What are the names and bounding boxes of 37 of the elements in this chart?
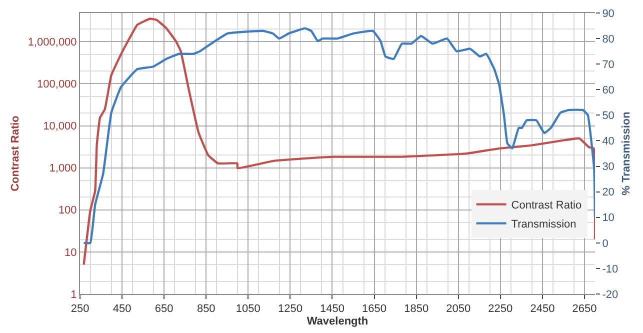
y-tick-label: 10,000 [43,120,77,133]
y2-tick-label: 20 [602,186,614,199]
x-tick-label: 2050 [446,303,471,316]
x-tick-label: 650 [154,303,174,316]
y-tick-label: 100,000 [37,78,77,91]
y2-tick-label: -10 [602,263,618,276]
y-tick-label: 1,000,000 [28,36,77,48]
y-tick-label: 10 [64,246,77,259]
x-tick-label: 1850 [404,303,429,316]
y2-tick-label: 30 [602,161,614,174]
x-tick-label: 850 [196,303,216,316]
x-axis-title: Wavelength [306,315,368,328]
y2-tick-label: 90 [602,8,614,20]
y2-tick-label: 40 [602,136,614,148]
x-tick-label: 1450 [320,303,344,316]
y2-tick-label: -20 [602,288,618,301]
x-tick-label: 2250 [488,303,513,316]
y2-tick-label: 10 [602,212,614,224]
x-tick-label: 450 [112,303,132,316]
x-tick-label: 2450 [530,303,555,316]
x-tick-label: 1250 [278,303,302,316]
y-tick-label: 1,000 [49,162,77,175]
x-tick-label: 2650 [572,303,597,316]
y-tick-label: 1 [70,288,77,301]
x-tick-label: 1050 [236,303,260,316]
y2-axis-title: % Transmission [620,111,632,196]
y-tick-label: 100 [58,204,77,217]
y2-tick-label: 0 [602,238,608,250]
legend-label: Transmission [511,218,576,231]
y2-tick-label: 60 [602,84,614,96]
x-tick-label: 250 [70,303,90,316]
x-tick-label: 1650 [362,303,387,316]
y-axis-title: Contrast Ratio [10,115,22,192]
y2-tick-label: 80 [602,33,614,46]
y2-tick-label: 70 [602,58,614,71]
legend-label: Contrast Ratio [511,200,582,212]
y2-tick-label: 50 [602,110,614,122]
